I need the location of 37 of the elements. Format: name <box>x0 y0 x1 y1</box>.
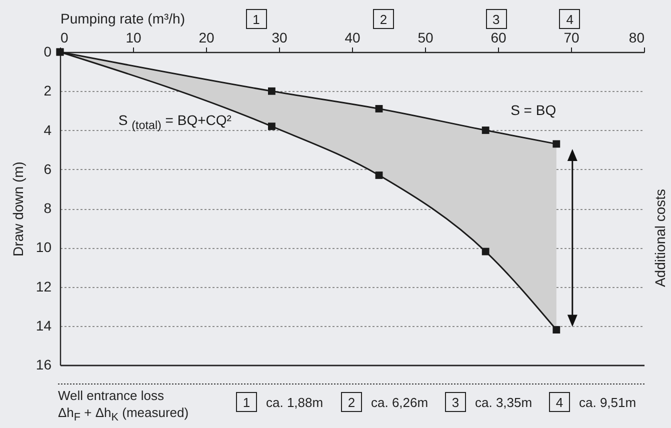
text: ca. 3,35m <box>475 395 532 410</box>
y-tick-label: 8 <box>44 200 52 216</box>
x-tick-label: 10 <box>126 30 142 46</box>
y-tick-label: 4 <box>44 122 52 138</box>
y-tick-label: 12 <box>36 278 52 294</box>
text: 2 <box>341 392 362 412</box>
y-tick-label: 10 <box>36 239 52 256</box>
y-axis-title: Draw down (m) <box>10 162 26 256</box>
x-tick-label: 30 <box>272 30 288 46</box>
x-tick-label: 20 <box>198 30 214 46</box>
x-tick-label: 40 <box>344 30 360 46</box>
x-tick-label: 60 <box>490 30 506 46</box>
text: ca. 1,88m <box>266 395 324 410</box>
series-label: S = BQ <box>510 102 556 118</box>
text: 4 <box>549 392 570 412</box>
text: 2 <box>373 9 394 29</box>
x-tick-label: 80 <box>628 30 645 46</box>
y-tick-label: 6 <box>44 160 52 177</box>
text: ca. 9,51m <box>579 395 636 410</box>
text: Additional costs <box>652 188 668 287</box>
text: 3 <box>486 9 507 29</box>
text: 4 <box>559 9 580 29</box>
text: 1 <box>236 392 257 412</box>
x-tick-label: 0 <box>60 30 68 46</box>
y-tick-label: 14 <box>36 317 52 334</box>
text: ca. 6,26m <box>371 395 428 410</box>
text: Well entrance loss <box>58 388 164 403</box>
series-label: S $_{(total)}$ = BQ+CQ² <box>118 112 232 132</box>
y-tick-label: 2 <box>44 82 52 99</box>
y-tick-label: 16 <box>36 356 52 372</box>
x-tick-label: 70 <box>564 30 580 46</box>
y-tick-label: 0 <box>44 44 52 60</box>
text: 1 <box>246 9 267 29</box>
x-tick-label: 50 <box>418 30 434 46</box>
x-axis-title: Pumping rate (m³/h) <box>60 10 185 26</box>
text: 3 <box>445 392 466 412</box>
text: Δh$_{F}$ + Δh$_{K}$ (measured) <box>58 405 189 424</box>
